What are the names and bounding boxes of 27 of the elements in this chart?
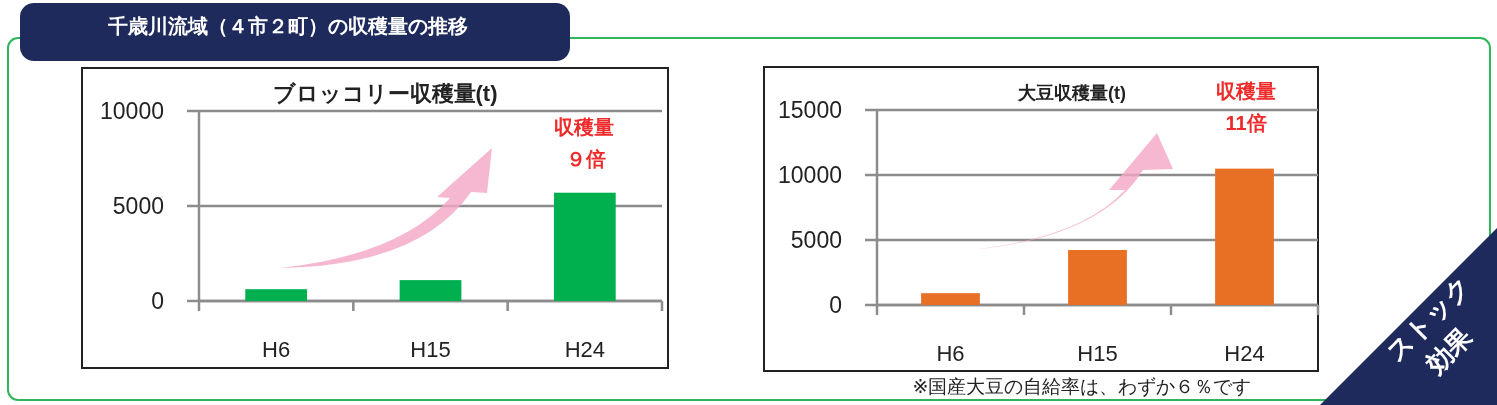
bar <box>921 293 980 305</box>
chart-title: ブロッコリー収穫量(t) <box>272 81 498 106</box>
text: 千歳川流域（４市２町）の収穫量の推移 <box>107 15 468 37</box>
x-tick-label: H6 <box>262 337 291 362</box>
text: 収穫量 <box>1216 80 1276 102</box>
annotation: 11倍 <box>1225 112 1267 134</box>
y-tick-label: 10000 <box>100 98 164 124</box>
bar <box>553 192 616 301</box>
bar <box>1215 168 1274 305</box>
y-tick-label: 15000 <box>778 97 842 123</box>
chart-title: 大豆収穫量(t) <box>1017 83 1126 103</box>
annotation: ９倍 <box>566 148 606 170</box>
y-tick-label: 0 <box>151 288 164 314</box>
x-tick-label: H15 <box>410 337 451 362</box>
bar <box>245 289 308 301</box>
y-tick-label: 0 <box>829 292 842 318</box>
y-tick-label: 10000 <box>778 162 842 188</box>
annotation: 収穫量 <box>554 116 614 138</box>
text: ※国産大豆の自給率は、わずか６％です <box>912 376 1252 397</box>
bar <box>399 280 462 301</box>
x-tick-label: H24 <box>1224 341 1265 366</box>
x-tick-label: H6 <box>936 341 965 366</box>
bar <box>1068 250 1127 305</box>
y-tick-label: 5000 <box>790 227 842 253</box>
y-tick-label: 5000 <box>112 193 164 219</box>
x-tick-label: H15 <box>1077 341 1118 366</box>
x-tick-label: H24 <box>564 337 606 362</box>
